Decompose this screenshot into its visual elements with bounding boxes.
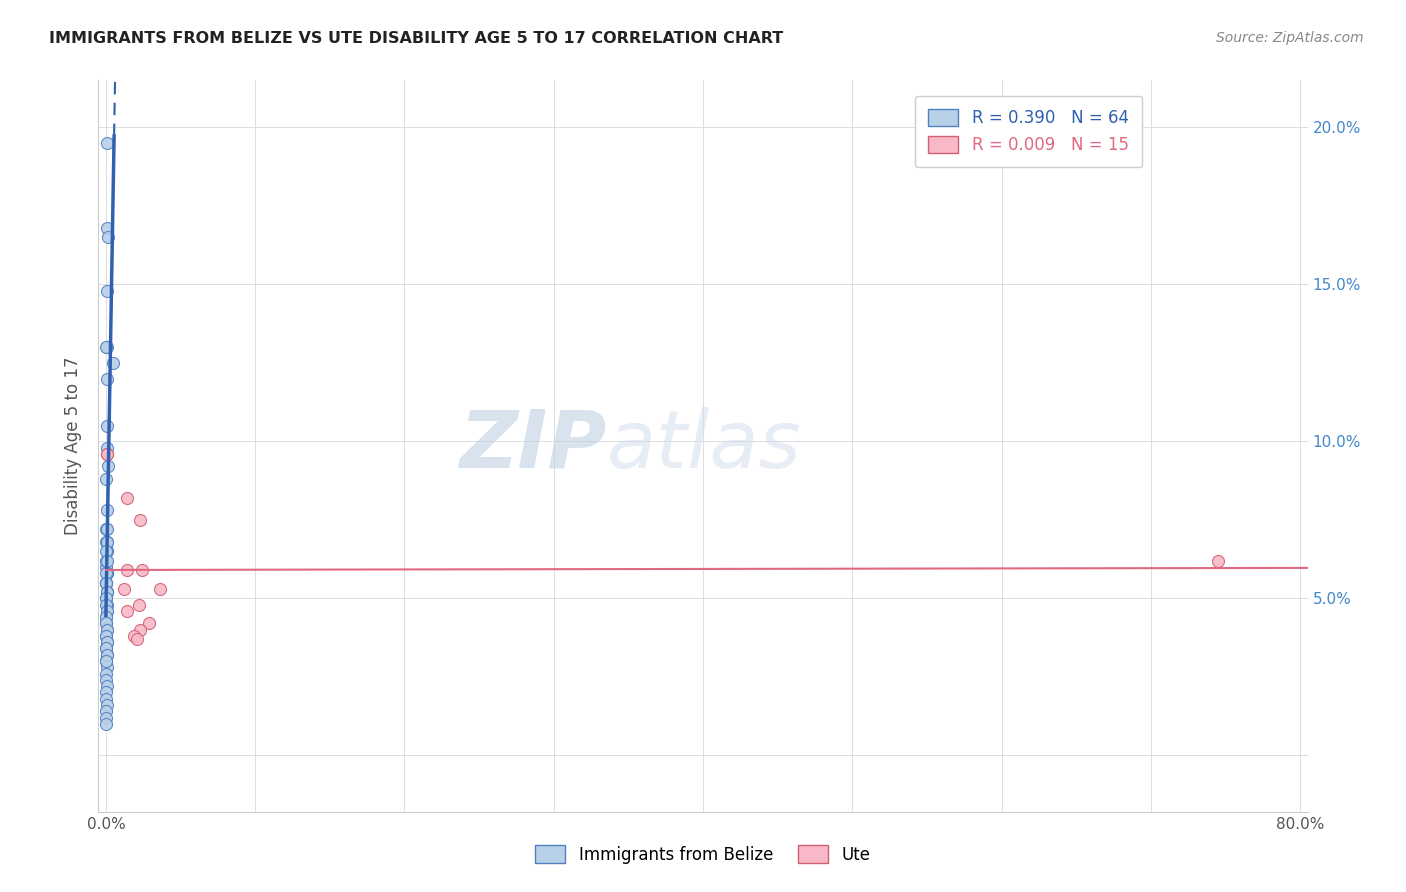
Point xyxy=(96,522,118,536)
Point xyxy=(97,230,120,244)
Point xyxy=(96,716,118,731)
Point xyxy=(96,544,118,558)
Point xyxy=(96,566,118,581)
Point xyxy=(96,340,118,354)
Point xyxy=(96,575,118,590)
Point xyxy=(96,691,118,706)
Point xyxy=(149,582,172,596)
Point xyxy=(96,654,118,668)
Point xyxy=(96,698,118,712)
Point xyxy=(96,685,118,699)
Point xyxy=(96,585,118,599)
Point xyxy=(96,418,118,433)
Point xyxy=(96,585,118,599)
Point xyxy=(96,648,118,662)
Point xyxy=(96,616,118,631)
Point xyxy=(96,666,118,681)
Point xyxy=(122,629,145,643)
Point xyxy=(112,582,135,596)
Point xyxy=(96,635,118,649)
Point xyxy=(96,585,118,599)
Point xyxy=(96,604,118,618)
Point xyxy=(96,566,118,581)
Point xyxy=(128,598,150,612)
Point xyxy=(96,591,118,606)
Point xyxy=(97,459,120,474)
Point xyxy=(1206,553,1229,567)
Point xyxy=(96,641,118,656)
Point xyxy=(96,472,118,486)
Point xyxy=(96,371,118,385)
Point xyxy=(96,610,118,624)
Legend: Immigrants from Belize, Ute: Immigrants from Belize, Ute xyxy=(529,838,877,871)
Point xyxy=(96,575,118,590)
Point xyxy=(96,673,118,687)
Point xyxy=(96,534,118,549)
Point xyxy=(96,610,118,624)
Point xyxy=(96,534,118,549)
Text: atlas: atlas xyxy=(606,407,801,485)
Point xyxy=(129,513,152,527)
Point xyxy=(115,604,138,618)
Point xyxy=(96,629,118,643)
Point xyxy=(131,563,153,577)
Point xyxy=(96,553,118,567)
Point xyxy=(96,654,118,668)
Point xyxy=(96,635,118,649)
Point xyxy=(96,441,118,455)
Point xyxy=(96,447,118,461)
Point xyxy=(96,629,118,643)
Point xyxy=(96,447,118,461)
Point xyxy=(129,623,152,637)
Point xyxy=(96,340,118,354)
Point xyxy=(96,522,118,536)
Point xyxy=(96,534,118,549)
Point xyxy=(96,604,118,618)
Point xyxy=(96,591,118,606)
Text: ZIP: ZIP xyxy=(458,407,606,485)
Point xyxy=(96,503,118,517)
Point xyxy=(96,679,118,693)
Point xyxy=(96,575,118,590)
Legend: R = 0.390   N = 64, R = 0.009   N = 15: R = 0.390 N = 64, R = 0.009 N = 15 xyxy=(915,96,1142,168)
Text: Source: ZipAtlas.com: Source: ZipAtlas.com xyxy=(1216,31,1364,45)
Point xyxy=(96,544,118,558)
Point xyxy=(96,704,118,718)
Point xyxy=(96,660,118,674)
Point xyxy=(96,284,118,298)
Point xyxy=(96,641,118,656)
Y-axis label: Disability Age 5 to 17: Disability Age 5 to 17 xyxy=(65,357,83,535)
Point xyxy=(96,566,118,581)
Point xyxy=(96,598,118,612)
Point xyxy=(96,710,118,724)
Point xyxy=(127,632,149,646)
Point xyxy=(96,648,118,662)
Point xyxy=(96,623,118,637)
Point xyxy=(96,553,118,567)
Point xyxy=(115,563,138,577)
Point xyxy=(96,623,118,637)
Point xyxy=(115,491,138,505)
Point xyxy=(96,220,118,235)
Point xyxy=(96,544,118,558)
Point xyxy=(96,616,118,631)
Point xyxy=(96,598,118,612)
Text: IMMIGRANTS FROM BELIZE VS UTE DISABILITY AGE 5 TO 17 CORRELATION CHART: IMMIGRANTS FROM BELIZE VS UTE DISABILITY… xyxy=(49,31,783,46)
Point xyxy=(138,616,160,631)
Point xyxy=(96,136,118,150)
Point xyxy=(96,559,118,574)
Point xyxy=(101,356,124,370)
